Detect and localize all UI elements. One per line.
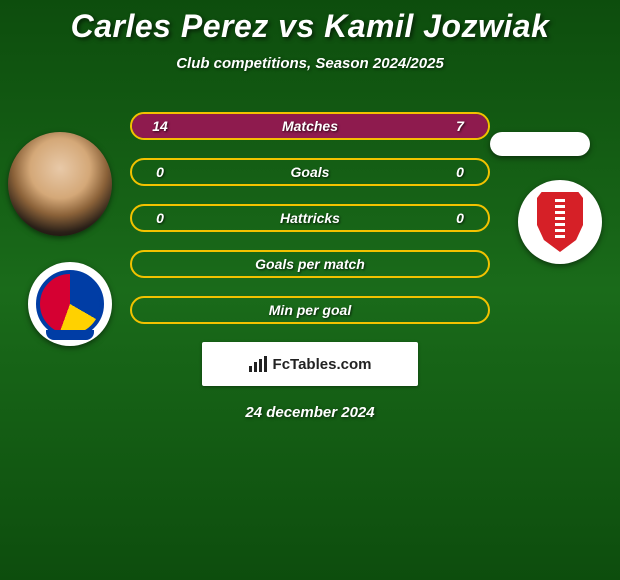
stat-label: Matches [188,118,432,134]
granada-crest-icon [537,192,583,252]
stats-rows: 14Matches70Goals00Hattricks0Goals per ma… [130,112,490,324]
stat-right-value: 0 [432,164,488,180]
watermark-text: FcTables.com [273,356,372,373]
stat-row-content: 0Hattricks0 [132,206,488,230]
stat-left-value: 14 [132,118,188,134]
date-label: 24 december 2024 [0,404,620,421]
stat-row-content: Min per goal [132,298,488,322]
stat-label: Min per goal [188,302,432,318]
stat-label: Hattricks [188,210,432,226]
player-right-club-badge [518,180,602,264]
getafe-crest-icon [36,270,104,338]
comparison-panel: 14Matches70Goals00Hattricks0Goals per ma… [0,112,620,421]
stat-left-value: 0 [132,164,188,180]
player-right-avatar [490,132,590,156]
stat-right-value: 7 [432,118,488,134]
stat-left-value: 0 [132,210,188,226]
player-left-avatar [8,132,112,236]
stat-row: 0Hattricks0 [130,204,490,232]
stat-row: Goals per match [130,250,490,278]
stat-row-content: 0Goals0 [132,160,488,184]
stat-label: Goals [188,164,432,180]
chart-icon [249,356,269,372]
stat-right-value: 0 [432,210,488,226]
stat-row: 0Goals0 [130,158,490,186]
stat-label: Goals per match [188,256,432,272]
player-left-club-badge [28,262,112,346]
stat-row: Min per goal [130,296,490,324]
stat-row-content: Goals per match [132,252,488,276]
stat-row-content: 14Matches7 [132,114,488,138]
page-subtitle: Club competitions, Season 2024/2025 [0,55,620,72]
watermark: FcTables.com [202,342,418,386]
page-title: Carles Perez vs Kamil Jozwiak [0,0,620,45]
stat-row: 14Matches7 [130,112,490,140]
